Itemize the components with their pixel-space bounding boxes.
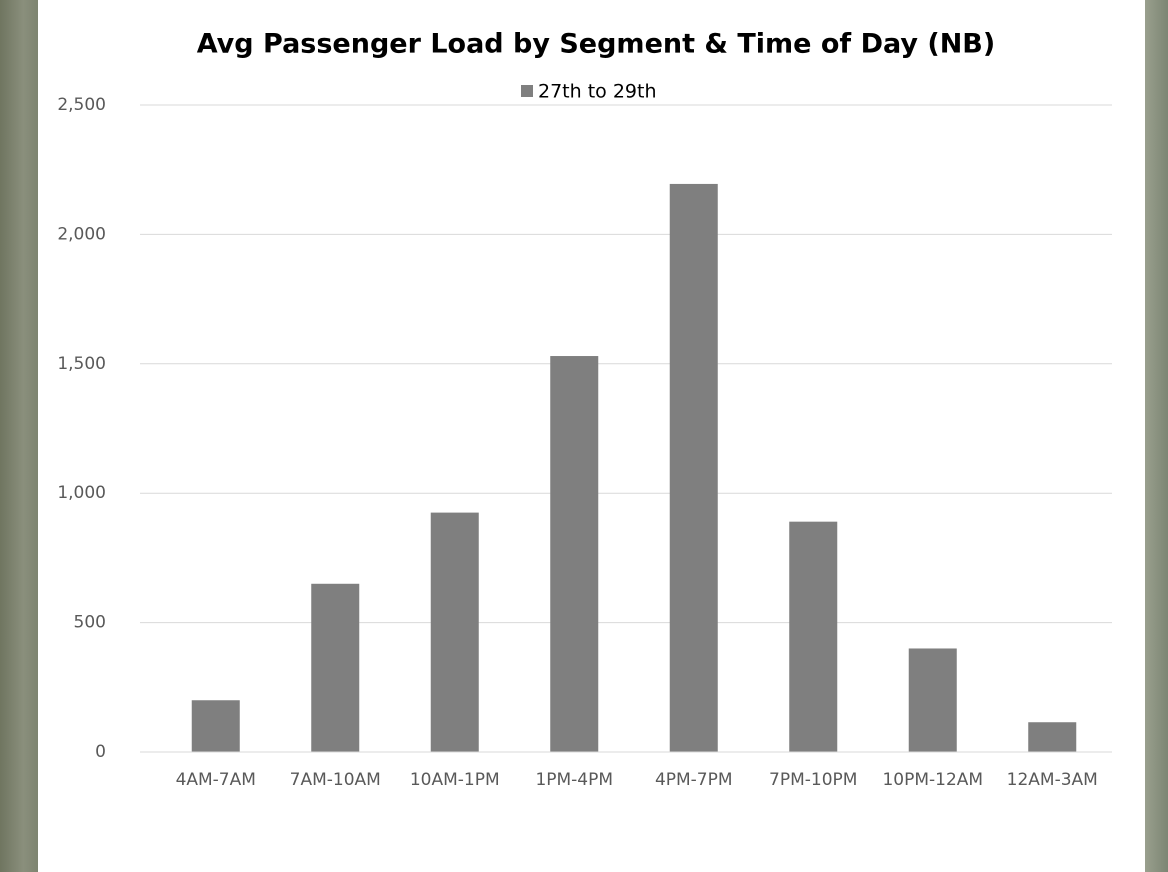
page: {"chart_data": {"type": "bar", "title": … xyxy=(0,0,1168,872)
bar xyxy=(431,513,479,752)
x-tick-label: 7PM-10PM xyxy=(769,770,857,790)
bar xyxy=(789,522,837,752)
x-tick-label: 4PM-7PM xyxy=(655,770,733,790)
y-tick-label: 2,500 xyxy=(57,95,106,115)
y-tick-label: 1,500 xyxy=(57,354,106,374)
x-tick-label: 1PM-4PM xyxy=(535,770,613,790)
bar xyxy=(311,584,359,752)
bar xyxy=(909,648,957,752)
y-tick-label: 0 xyxy=(95,742,106,762)
x-tick-label: 10AM-1PM xyxy=(410,770,500,790)
bar xyxy=(1028,722,1076,752)
x-tick-label: 10PM-12AM xyxy=(882,770,983,790)
y-tick-label: 1,000 xyxy=(57,483,106,503)
chart: Avg Passenger Load by Segment & Time of … xyxy=(0,0,1168,872)
chart-title: Avg Passenger Load by Segment & Time of … xyxy=(197,29,995,60)
legend-label: 27th to 29th xyxy=(538,81,657,103)
y-tick-label: 500 xyxy=(74,613,106,633)
legend-swatch xyxy=(521,85,533,97)
bar xyxy=(550,356,598,752)
x-tick-label: 7AM-10AM xyxy=(290,770,381,790)
bar xyxy=(192,700,240,752)
y-tick-label: 2,000 xyxy=(57,224,106,244)
x-tick-label: 4AM-7AM xyxy=(176,770,256,790)
bar xyxy=(670,184,718,752)
x-tick-label: 12AM-3AM xyxy=(1007,770,1098,790)
